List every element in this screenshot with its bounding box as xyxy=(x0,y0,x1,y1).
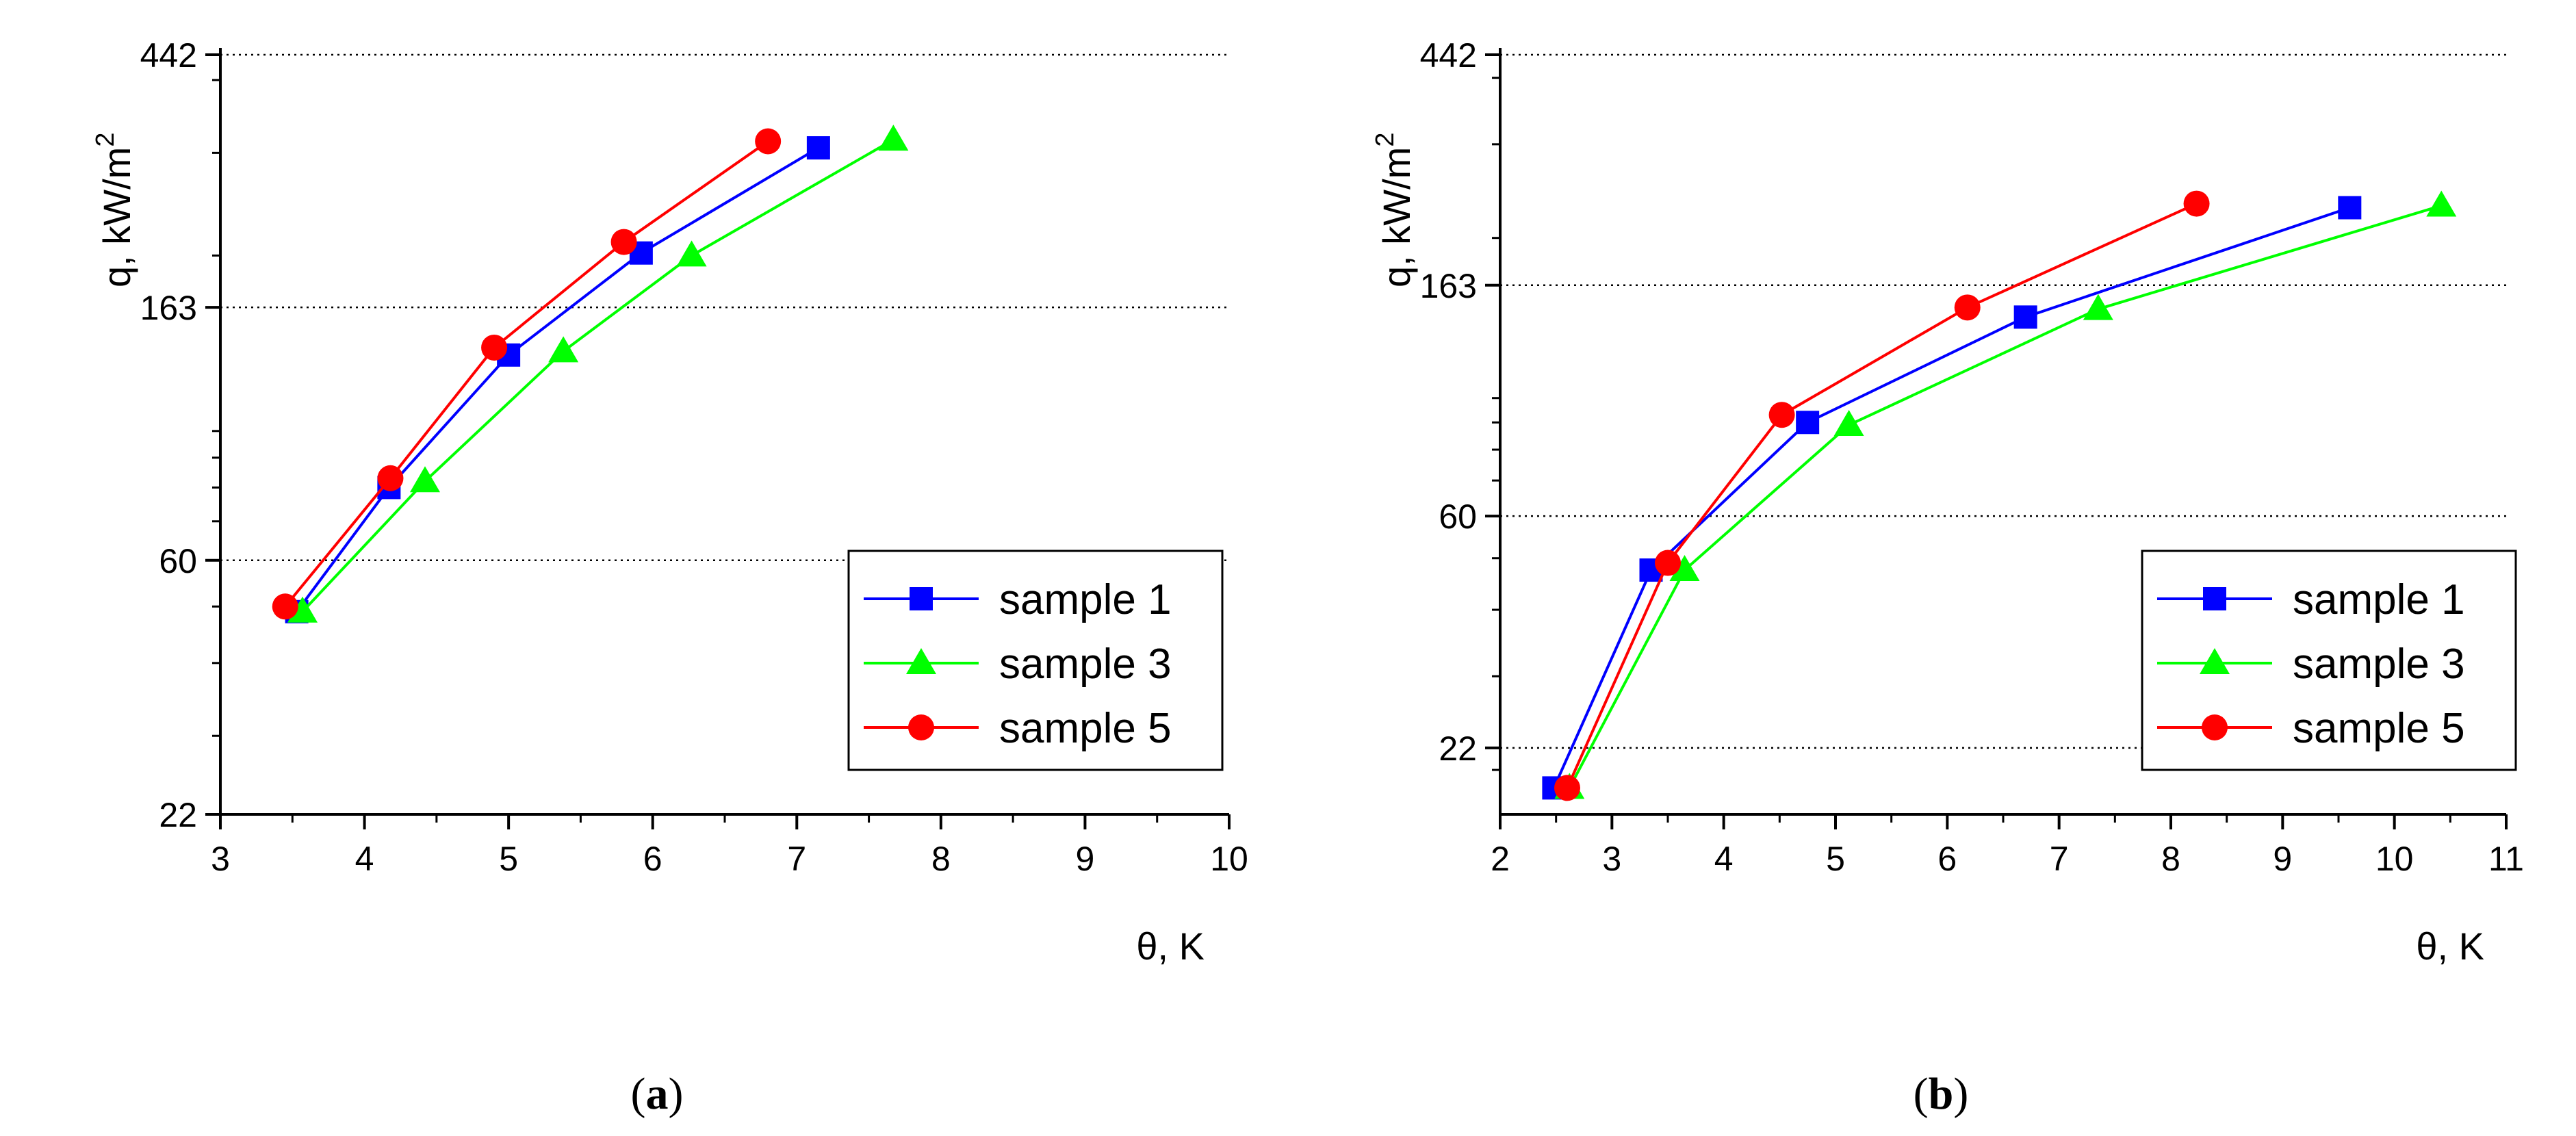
chart-panel-a: 3 4 5 6 7 8 9 10 22 60 163 442 q, kW/m2 θ, K sample 1 s… xyxy=(91,36,1248,1119)
data-point-sample-3 xyxy=(676,240,707,267)
legend-marker xyxy=(2203,587,2226,610)
data-point-sample-3 xyxy=(410,466,441,493)
data-point-sample-5 xyxy=(755,128,782,155)
x-tick-label: 4 xyxy=(1714,840,1734,878)
legend-label: sample 3 xyxy=(2293,641,2465,688)
data-point-sample-3 xyxy=(2426,190,2457,217)
x-tick-label: 5 xyxy=(1826,840,1845,878)
x-tick-label: 5 xyxy=(499,840,518,878)
legend-marker xyxy=(2202,714,2228,740)
legend-label: sample 5 xyxy=(2293,705,2465,752)
y-tick-label: 60 xyxy=(159,542,197,580)
data-point-sample-1 xyxy=(806,136,830,160)
data-point-sample-3 xyxy=(1833,410,1864,437)
legend-marker xyxy=(910,587,933,610)
x-axis-label: θ, K xyxy=(1136,925,1205,968)
y-tick-label: 163 xyxy=(1420,267,1477,305)
x-tick-label: 7 xyxy=(2050,840,2069,878)
data-point-sample-5 xyxy=(272,593,298,620)
data-point-sample-3 xyxy=(1669,555,1700,582)
series-line-sample-3 xyxy=(301,138,894,613)
data-point-sample-5 xyxy=(1655,550,1681,576)
panel-caption: (a) xyxy=(631,1069,684,1119)
data-point-sample-1 xyxy=(1796,411,1820,435)
x-axis-label: θ, K xyxy=(2416,925,2484,968)
x-tick-label: 4 xyxy=(355,840,374,878)
y-tick-label: 22 xyxy=(159,796,197,834)
data-point-sample-1 xyxy=(2338,196,2362,220)
legend-marker xyxy=(906,648,936,674)
data-point-sample-3 xyxy=(548,336,579,363)
x-tick-label: 6 xyxy=(1937,840,1957,878)
x-tick-label: 3 xyxy=(1602,840,1621,878)
data-point-sample-5 xyxy=(2183,190,2210,217)
x-tick-label: 9 xyxy=(2273,840,2292,878)
legend-label: sample 5 xyxy=(999,705,1172,752)
x-tick-label: 8 xyxy=(2161,840,2180,878)
x-tick-label: 8 xyxy=(931,840,951,878)
series-line-sample-5 xyxy=(284,140,769,608)
data-point-sample-5 xyxy=(377,465,404,491)
x-tick-label: 3 xyxy=(211,840,230,878)
data-point-sample-5 xyxy=(610,229,637,255)
data-point-sample-5 xyxy=(1554,775,1580,801)
x-tick-label: 6 xyxy=(643,840,662,878)
x-tick-label: 2 xyxy=(1491,840,1510,878)
data-point-sample-1 xyxy=(2013,305,2037,329)
legend-marker xyxy=(2200,648,2230,674)
y-tick-label: 163 xyxy=(140,289,197,327)
series-line-sample-1 xyxy=(295,146,819,612)
x-tick-label: 10 xyxy=(2375,840,2414,878)
x-tick-label: 7 xyxy=(787,840,806,878)
y-axis-label: q, kW/m2 xyxy=(1371,133,1418,287)
legend-label: sample 1 xyxy=(2293,576,2465,623)
x-tick-label: 11 xyxy=(2488,840,2524,878)
chart-panel-b: 2 3 4 5 6 7 8 9 10 11 22 60 163 442 q, kW/m2 θ, K sample… xyxy=(1371,36,2524,1119)
x-tick-label: 9 xyxy=(1076,840,1095,878)
data-point-sample-3 xyxy=(878,125,909,151)
panel-caption: (b) xyxy=(1914,1069,1969,1119)
legend-label: sample 1 xyxy=(999,576,1172,623)
y-axis-label: q, kW/m2 xyxy=(91,133,138,287)
legend-marker xyxy=(908,714,934,740)
legend-label: sample 3 xyxy=(999,641,1172,688)
y-tick-label: 60 xyxy=(1439,498,1477,536)
data-point-sample-5 xyxy=(1768,402,1795,428)
data-point-sample-5 xyxy=(481,334,508,361)
data-point-sample-3 xyxy=(2083,294,2113,320)
y-tick-label: 442 xyxy=(1420,36,1477,75)
x-tick-label: 10 xyxy=(1210,840,1248,878)
data-point-sample-3 xyxy=(287,596,318,623)
y-tick-label: 22 xyxy=(1439,730,1477,768)
data-point-sample-5 xyxy=(1954,294,1981,321)
y-tick-label: 442 xyxy=(140,36,197,75)
